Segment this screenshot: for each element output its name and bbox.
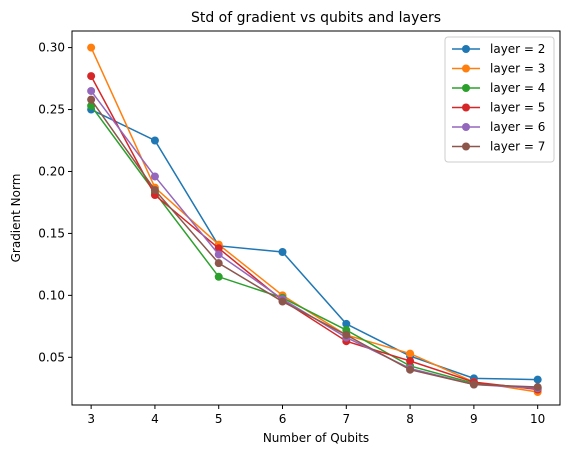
legend-item: layer = 4 (452, 81, 545, 95)
y-tick-label: 0.15 (38, 226, 65, 240)
legend-item: layer = 5 (452, 101, 545, 115)
data-point (87, 101, 96, 110)
legend-label: layer = 5 (490, 101, 545, 115)
x-tick-label: 3 (87, 412, 95, 426)
legend-item: layer = 6 (452, 120, 545, 134)
plot-area: 3 4 5 6 7 8 9 10 0.05 0.10 0.15 0.20 0.25 0.30 (38, 30, 561, 426)
y-tick-label: 0.05 (38, 350, 65, 364)
legend-label: layer = 3 (490, 62, 545, 76)
legend-marker (462, 103, 470, 112)
data-point (214, 250, 223, 259)
legend-item: layer = 7 (452, 140, 545, 154)
data-point (87, 43, 96, 52)
series-line (90, 105, 538, 390)
legend: layer = 2 layer = 3 layer = 4 layer = 5 laye… (444, 36, 555, 163)
series-line (90, 75, 538, 391)
x-tick-label: 10 (530, 412, 545, 426)
legend-marker (462, 84, 470, 92)
legend-items: layer = 2 layer = 3 layer = 4 layer = 5 laye… (452, 42, 545, 154)
chart-title: Std of gradient vs qubits and layers (191, 10, 441, 26)
legend-marker (462, 45, 470, 53)
y-tick-label: 0.10 (38, 288, 65, 302)
data-point (87, 72, 96, 81)
legend-marker (462, 123, 470, 131)
data-point (150, 186, 159, 195)
y-axis-ticks: 0.05 0.10 0.15 0.20 0.25 0.30 (38, 41, 72, 364)
data-point (342, 319, 351, 328)
plot-frame (71, 30, 561, 406)
legend-label: layer = 7 (490, 140, 545, 154)
data-point (406, 365, 415, 374)
x-tick-label: 7 (342, 412, 350, 426)
y-tick-label: 0.25 (38, 103, 65, 117)
x-axis-ticks: 3 4 5 6 7 8 9 10 (87, 405, 545, 426)
series-line (90, 99, 538, 388)
legend-marker (462, 142, 470, 151)
series-line (90, 108, 538, 381)
data-point (406, 349, 415, 358)
data-point (469, 380, 478, 389)
legend-label: layer = 4 (490, 81, 545, 95)
series-group (87, 43, 542, 396)
data-point (533, 383, 542, 392)
data-point (87, 86, 96, 95)
data-point (214, 272, 223, 281)
series-6 (87, 95, 542, 392)
y-axis-title: Gradient Norm (9, 174, 23, 263)
legend-item: layer = 3 (452, 62, 545, 76)
data-point (214, 259, 223, 268)
legend-label: layer = 2 (490, 42, 545, 56)
data-point (214, 244, 223, 253)
y-tick-label: 0.20 (38, 164, 65, 178)
x-axis-title: Number of Qubits (263, 431, 369, 445)
legend-label: layer = 6 (490, 120, 545, 134)
x-tick-label: 8 (406, 412, 414, 426)
data-point (150, 136, 159, 145)
x-tick-label: 4 (151, 412, 159, 426)
data-point (342, 331, 351, 340)
data-point (278, 297, 287, 306)
data-point (533, 375, 542, 384)
data-point (406, 357, 415, 366)
legend-marker (462, 64, 470, 73)
y-tick-label: 0.30 (38, 41, 65, 55)
data-point (87, 95, 96, 104)
x-tick-label: 6 (279, 412, 287, 426)
x-tick-label: 9 (470, 412, 478, 426)
data-point (278, 248, 287, 257)
x-tick-label: 5 (215, 412, 223, 426)
series-line (90, 47, 538, 393)
legend-item: layer = 2 (452, 42, 545, 56)
data-point (150, 172, 159, 181)
